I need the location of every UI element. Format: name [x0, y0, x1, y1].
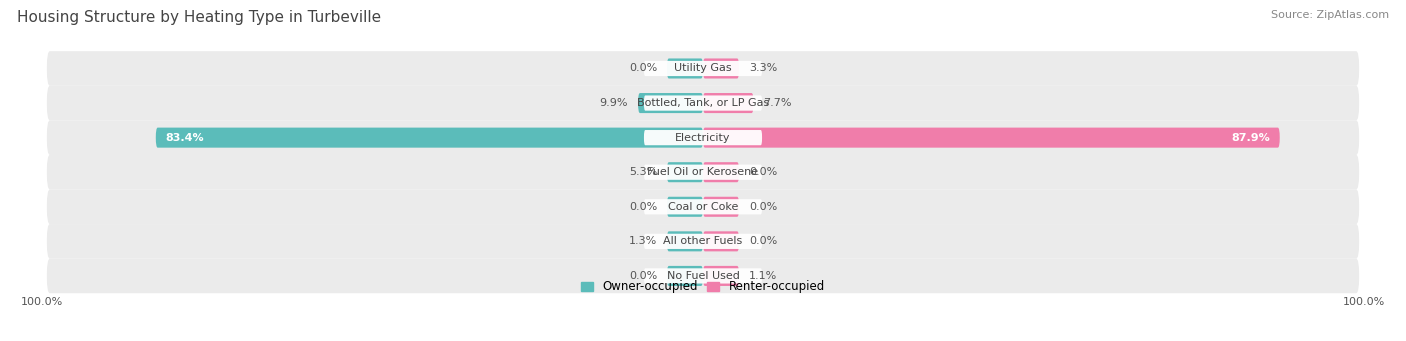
- FancyBboxPatch shape: [46, 224, 1360, 258]
- FancyBboxPatch shape: [703, 162, 740, 182]
- FancyBboxPatch shape: [644, 234, 762, 249]
- FancyBboxPatch shape: [644, 199, 762, 214]
- Text: 0.0%: 0.0%: [749, 236, 778, 246]
- FancyBboxPatch shape: [644, 61, 762, 76]
- FancyBboxPatch shape: [703, 197, 740, 217]
- Text: 9.9%: 9.9%: [600, 98, 628, 108]
- FancyBboxPatch shape: [644, 130, 762, 145]
- FancyBboxPatch shape: [638, 93, 703, 113]
- FancyBboxPatch shape: [156, 128, 703, 148]
- FancyBboxPatch shape: [666, 197, 703, 217]
- Text: No Fuel Used: No Fuel Used: [666, 271, 740, 281]
- FancyBboxPatch shape: [703, 128, 1279, 148]
- Legend: Owner-occupied, Renter-occupied: Owner-occupied, Renter-occupied: [581, 280, 825, 293]
- FancyBboxPatch shape: [703, 266, 740, 286]
- Text: Coal or Coke: Coal or Coke: [668, 202, 738, 212]
- Text: Housing Structure by Heating Type in Turbeville: Housing Structure by Heating Type in Tur…: [17, 10, 381, 25]
- Text: 87.9%: 87.9%: [1232, 133, 1270, 143]
- FancyBboxPatch shape: [666, 58, 703, 78]
- FancyBboxPatch shape: [703, 58, 740, 78]
- Text: All other Fuels: All other Fuels: [664, 236, 742, 246]
- Text: Fuel Oil or Kerosene: Fuel Oil or Kerosene: [647, 167, 759, 177]
- FancyBboxPatch shape: [46, 120, 1360, 155]
- Text: Source: ZipAtlas.com: Source: ZipAtlas.com: [1271, 10, 1389, 20]
- FancyBboxPatch shape: [666, 266, 703, 286]
- FancyBboxPatch shape: [46, 51, 1360, 86]
- FancyBboxPatch shape: [644, 268, 762, 283]
- Text: 83.4%: 83.4%: [166, 133, 204, 143]
- Text: Bottled, Tank, or LP Gas: Bottled, Tank, or LP Gas: [637, 98, 769, 108]
- Text: 1.3%: 1.3%: [628, 236, 657, 246]
- FancyBboxPatch shape: [703, 93, 754, 113]
- FancyBboxPatch shape: [46, 155, 1360, 190]
- Text: 5.3%: 5.3%: [628, 167, 657, 177]
- Text: 0.0%: 0.0%: [628, 202, 657, 212]
- Text: Electricity: Electricity: [675, 133, 731, 143]
- Text: Utility Gas: Utility Gas: [675, 63, 731, 73]
- Text: 100.0%: 100.0%: [21, 297, 63, 307]
- Text: 0.0%: 0.0%: [628, 63, 657, 73]
- FancyBboxPatch shape: [644, 165, 762, 180]
- FancyBboxPatch shape: [644, 95, 762, 111]
- Text: 3.3%: 3.3%: [749, 63, 778, 73]
- Text: 1.1%: 1.1%: [749, 271, 778, 281]
- FancyBboxPatch shape: [703, 231, 740, 251]
- FancyBboxPatch shape: [666, 162, 703, 182]
- FancyBboxPatch shape: [46, 86, 1360, 120]
- Text: 0.0%: 0.0%: [749, 167, 778, 177]
- Text: 100.0%: 100.0%: [1343, 297, 1385, 307]
- Text: 0.0%: 0.0%: [749, 202, 778, 212]
- FancyBboxPatch shape: [666, 231, 703, 251]
- Text: 0.0%: 0.0%: [628, 271, 657, 281]
- FancyBboxPatch shape: [46, 190, 1360, 224]
- Text: 7.7%: 7.7%: [763, 98, 792, 108]
- FancyBboxPatch shape: [46, 258, 1360, 293]
